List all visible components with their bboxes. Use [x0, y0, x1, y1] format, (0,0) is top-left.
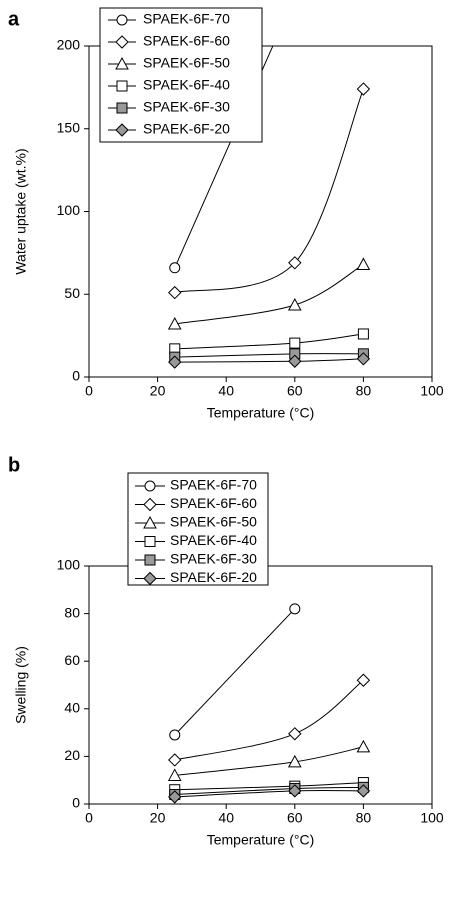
y-tick-label: 100: [57, 557, 81, 573]
x-tick-label: 0: [85, 810, 93, 826]
y-tick-label: 150: [57, 119, 81, 135]
legend-marker: [144, 536, 156, 547]
data-point: [290, 0, 300, 1]
data-point: [287, 297, 302, 311]
x-axis-label: Temperature (°C): [207, 405, 315, 421]
legend-marker: [143, 497, 157, 512]
markers: [167, 739, 371, 781]
y-tick-label: 50: [64, 285, 80, 301]
series-line: [174, 358, 364, 363]
x-tick-label: 40: [218, 810, 234, 826]
legend-label: SPAEK-6F-30: [143, 99, 230, 115]
data-point: [288, 727, 302, 741]
data-point: [356, 82, 371, 96]
markers: [168, 784, 371, 804]
plot-frame: [88, 565, 433, 805]
data-point: [169, 729, 181, 741]
legend-marker: [143, 571, 157, 586]
legend-marker: [144, 554, 156, 566]
x-tick-label: 60: [287, 810, 303, 826]
data-point: [287, 754, 302, 768]
data-point: [356, 257, 371, 270]
markers: [169, 328, 369, 355]
markers: [168, 82, 371, 300]
y-axis-label: Water uptake (wt.%): [13, 148, 29, 274]
data-point: [289, 337, 301, 349]
legend-label: SPAEK-6F-60: [143, 33, 230, 49]
y-tick-label: 80: [64, 604, 80, 620]
data-point: [356, 784, 371, 798]
y-tick-label: 20: [64, 747, 80, 763]
x-tick-label: 80: [356, 383, 372, 399]
data-point: [168, 753, 182, 767]
x-tick-label: 80: [356, 810, 372, 826]
legend-box: [99, 7, 263, 143]
data-point: [169, 262, 181, 274]
x-tick-label: 100: [420, 383, 444, 399]
legend-label: SPAEK-6F-60: [170, 495, 257, 511]
x-tick-label: 40: [218, 383, 234, 399]
data-point: [289, 603, 301, 615]
data-point: [168, 355, 182, 369]
x-tick-label: 20: [150, 383, 166, 399]
markers: [167, 257, 371, 330]
panel-label: a: [8, 8, 20, 30]
y-tick-label: 0: [72, 795, 80, 811]
legend-marker: [115, 123, 129, 137]
legend-label: SPAEK-6F-30: [170, 551, 257, 567]
data-point: [288, 256, 302, 270]
markers: [169, 603, 301, 741]
markers: [168, 673, 371, 767]
legend-label: SPAEK-6F-20: [143, 121, 230, 137]
data-point: [167, 316, 182, 330]
data-point: [167, 768, 182, 781]
data-point: [356, 673, 371, 687]
legend-label: SPAEK-6F-50: [143, 55, 230, 71]
series-line: [174, 333, 364, 350]
x-tick-label: 100: [420, 810, 444, 826]
series-line: [174, 679, 364, 761]
series-line: [174, 746, 364, 776]
data-point: [356, 352, 371, 366]
legend-label: SPAEK-6F-70: [143, 11, 230, 27]
legend-label: SPAEK-6F-40: [143, 77, 230, 93]
legend-marker: [116, 14, 128, 26]
legend-label: SPAEK-6F-50: [170, 514, 257, 530]
markers: [169, 0, 300, 274]
data-point: [168, 285, 182, 300]
data-point: [356, 739, 371, 753]
y-tick-label: 40: [64, 700, 80, 716]
y-tick-label: 60: [64, 652, 80, 668]
legend-marker: [115, 56, 129, 70]
markers: [168, 352, 371, 369]
series-line: [174, 264, 364, 325]
data-point: [288, 354, 302, 368]
series-line: [174, 608, 296, 736]
data-point: [357, 328, 369, 340]
legend-marker: [116, 80, 128, 92]
legend-label: SPAEK-6F-20: [170, 569, 257, 585]
y-tick-label: 0: [72, 368, 80, 384]
legend-marker: [116, 102, 128, 114]
data-point: [288, 784, 302, 798]
y-axis-label: Swelling (%): [13, 646, 29, 724]
legend-marker: [115, 35, 129, 49]
x-axis-label: Temperature (°C): [207, 832, 315, 848]
x-tick-label: 60: [287, 383, 303, 399]
x-tick-label: 0: [85, 383, 93, 399]
series-line: [174, 789, 364, 798]
y-tick-label: 200: [57, 37, 81, 53]
legend-label: SPAEK-6F-40: [170, 532, 257, 548]
legend-label: SPAEK-6F-70: [170, 477, 257, 493]
series-line: [174, 353, 364, 358]
panel-label: b: [8, 454, 20, 476]
series-line: [174, 782, 364, 791]
x-tick-label: 20: [150, 810, 166, 826]
data-point: [168, 790, 182, 804]
legend-box: [127, 472, 269, 586]
y-tick-label: 100: [57, 202, 81, 218]
legend-marker: [143, 515, 157, 529]
legend-marker: [144, 480, 156, 492]
